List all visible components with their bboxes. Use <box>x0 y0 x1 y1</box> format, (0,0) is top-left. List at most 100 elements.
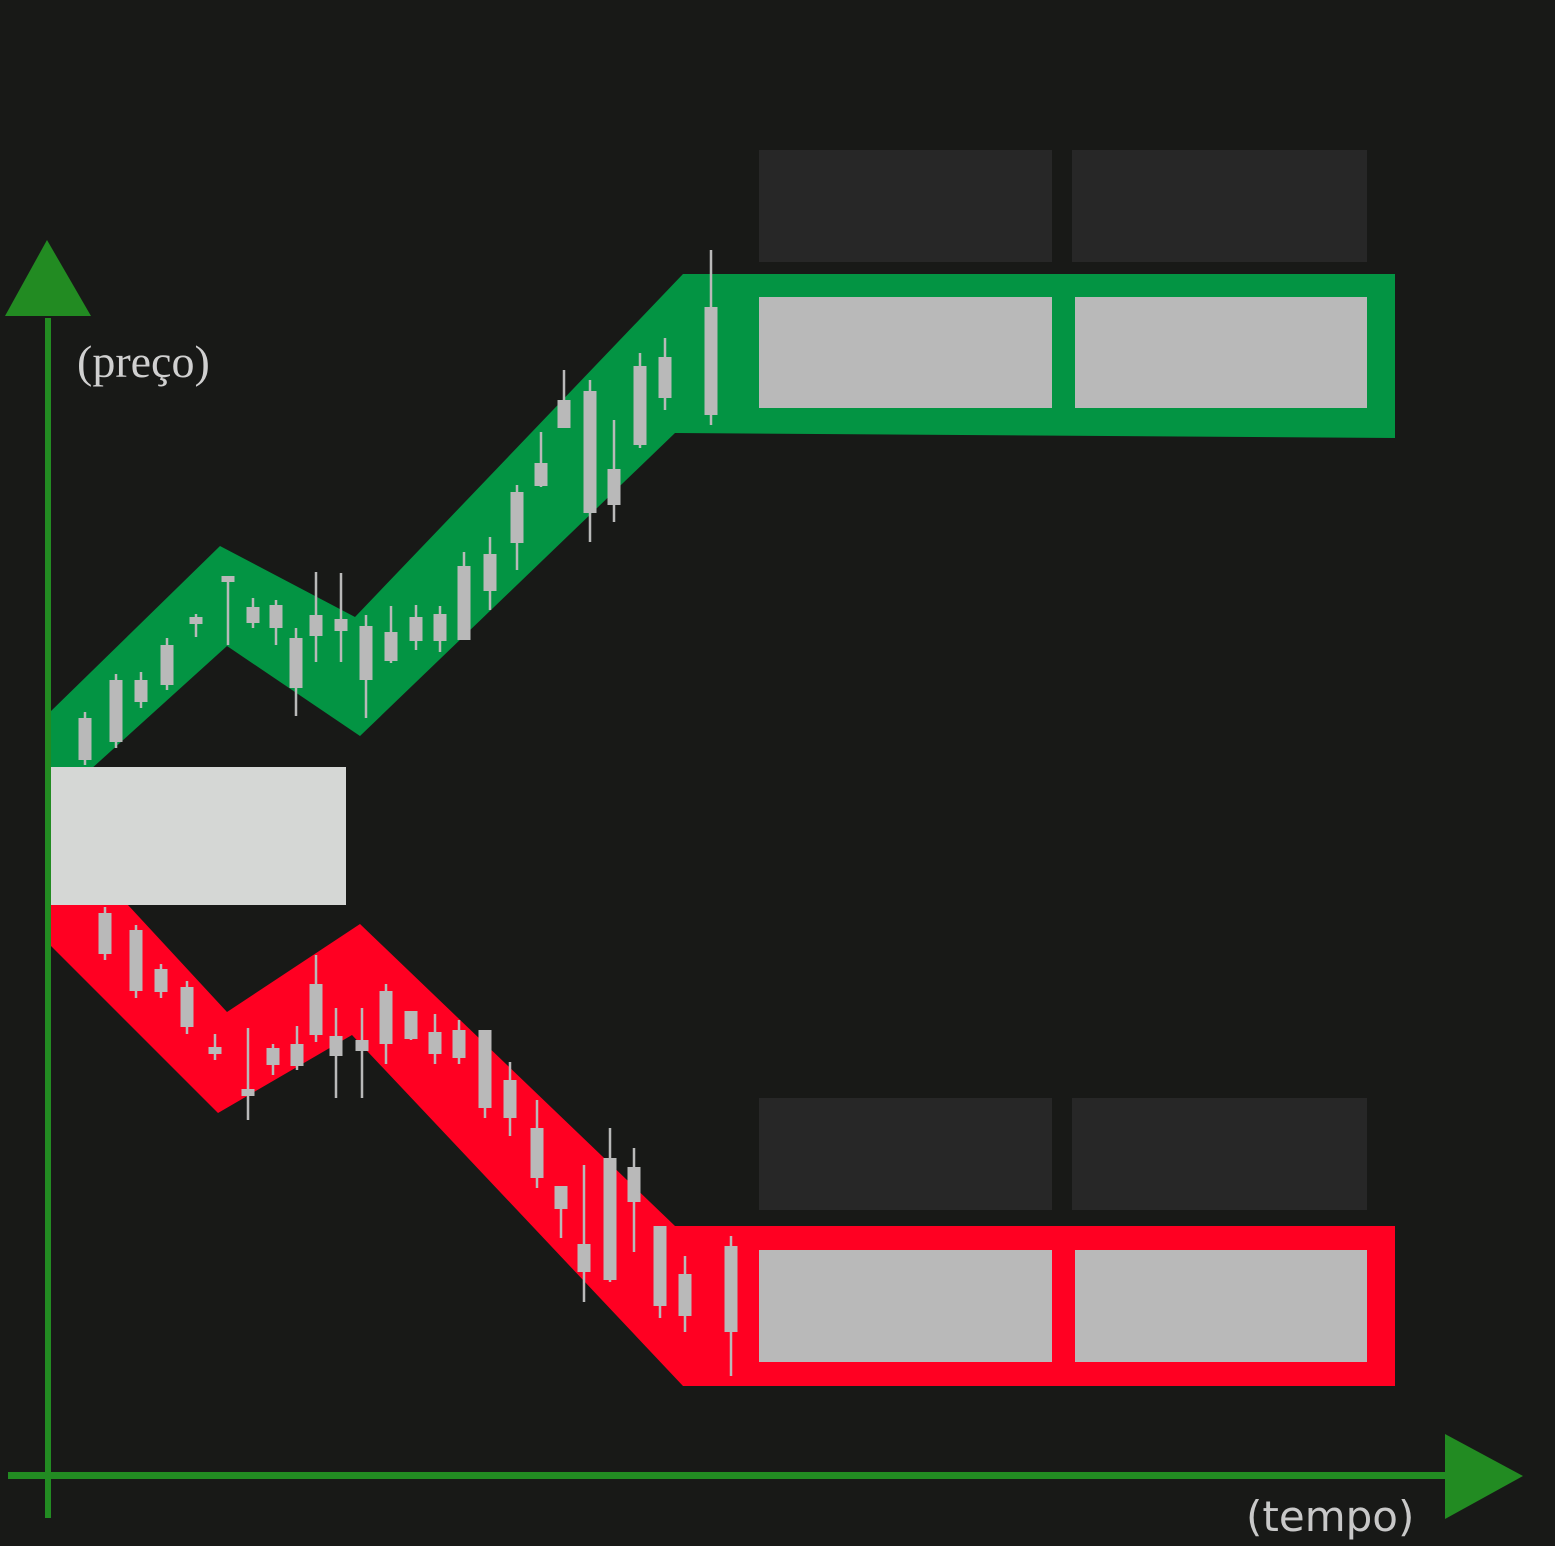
x-axis-label: (tempo) <box>1246 1492 1415 1541</box>
bull-candle-6 <box>221 576 235 645</box>
bear-candle-22 <box>627 1148 641 1252</box>
bull-candle-11 <box>334 573 348 662</box>
candle-body <box>309 615 323 636</box>
bull-candle-18 <box>510 485 524 570</box>
bear-candle-9 <box>309 955 323 1042</box>
bull-candle-2 <box>109 674 123 748</box>
candle-body <box>404 1011 418 1039</box>
x-axis-arrow-icon <box>1445 1434 1523 1519</box>
candle-body <box>78 718 92 760</box>
bear-candle-15 <box>452 1020 466 1064</box>
candle-body <box>409 617 423 641</box>
bull-candle-13 <box>384 606 398 663</box>
candle-body <box>503 1080 517 1118</box>
candle-body <box>678 1274 692 1316</box>
bull-candle-1 <box>78 712 92 765</box>
bear-candle-25 <box>724 1236 738 1376</box>
bull-candle-7 <box>246 598 260 628</box>
candle-body <box>266 1048 280 1065</box>
bear-candle-16 <box>478 1030 492 1118</box>
candle-body <box>704 307 718 415</box>
candle-body <box>246 607 260 623</box>
bull-candle-21 <box>583 380 597 542</box>
target-box-bull-2 <box>1075 297 1367 408</box>
bear-candle-3 <box>154 964 168 998</box>
placeholder-box-top-right <box>1072 150 1367 262</box>
candle-body <box>452 1030 466 1058</box>
bull-candle-5 <box>189 614 203 637</box>
bear-candle-24 <box>678 1256 692 1332</box>
candle-body <box>379 991 393 1044</box>
bull-candle-3 <box>134 672 148 708</box>
bull-candle-24 <box>658 338 672 410</box>
candle-body <box>607 469 621 505</box>
y-axis-line <box>45 318 51 1518</box>
candle-body <box>241 1089 255 1096</box>
candle-body <box>269 605 283 628</box>
candle-body <box>355 1040 369 1051</box>
candle-body <box>384 632 398 661</box>
candle-body <box>603 1158 617 1280</box>
candle-body <box>627 1167 641 1202</box>
candle-body <box>577 1244 591 1272</box>
y-axis-arrow-icon <box>5 240 91 316</box>
bear-candle-23 <box>653 1226 667 1318</box>
bull-candle-25 <box>704 250 718 425</box>
bear-candle-13 <box>404 1011 418 1040</box>
y-axis-label: (preço) <box>77 336 210 387</box>
candle-body <box>359 626 373 680</box>
bull-candle-9 <box>289 628 303 716</box>
bear-candle-5 <box>208 1034 222 1060</box>
bull-candle-8 <box>269 600 283 645</box>
candle-body <box>189 617 203 624</box>
bullish-channel <box>50 274 1395 770</box>
candle-body <box>510 492 524 543</box>
bull-candle-19 <box>534 432 548 487</box>
bull-candle-4 <box>160 638 174 690</box>
candle-body <box>329 1036 343 1056</box>
bull-candle-12 <box>359 615 373 718</box>
candle-body <box>208 1047 222 1054</box>
candle-body <box>557 400 571 428</box>
bull-candle-23 <box>633 353 647 448</box>
candle-body <box>98 913 112 954</box>
bear-candle-8 <box>290 1026 304 1070</box>
candle-body <box>334 619 348 631</box>
bear-candle-19 <box>554 1186 568 1238</box>
bear-candle-10 <box>329 1008 343 1098</box>
candle-body <box>433 614 447 641</box>
bull-candle-17 <box>483 537 497 610</box>
bull-candle-10 <box>309 572 323 662</box>
bearish-candles <box>98 907 738 1376</box>
candle-body <box>457 566 471 640</box>
axes <box>5 240 1523 1519</box>
candle-body <box>154 969 168 992</box>
candle-body <box>428 1032 442 1054</box>
bull-candle-16 <box>457 552 471 640</box>
bullish-candles <box>78 250 718 765</box>
placeholder-box-top-left <box>759 150 1052 262</box>
candle-body <box>530 1128 544 1178</box>
candle-body <box>534 463 548 486</box>
candle-body <box>109 680 123 742</box>
consolidation-box <box>51 767 346 905</box>
placeholder-box-bottom-right <box>1072 1098 1367 1210</box>
bear-candle-12 <box>379 984 393 1064</box>
candle-body <box>180 987 194 1027</box>
placeholder-box-bottom-left <box>759 1098 1052 1210</box>
bear-candle-11 <box>355 1008 369 1098</box>
candle-body <box>554 1186 568 1209</box>
bear-candle-17 <box>503 1062 517 1136</box>
candle-body <box>134 680 148 702</box>
candle-body <box>129 930 143 991</box>
bear-candle-4 <box>180 981 194 1034</box>
candle-body <box>658 357 672 398</box>
bull-candle-22 <box>607 420 621 522</box>
bear-candle-7 <box>266 1044 280 1075</box>
candle-body <box>221 576 235 582</box>
bear-candle-6 <box>241 1028 255 1120</box>
candle-body <box>724 1246 738 1332</box>
candle-body <box>633 366 647 445</box>
bull-candle-14 <box>409 605 423 650</box>
candle-body <box>653 1226 667 1306</box>
